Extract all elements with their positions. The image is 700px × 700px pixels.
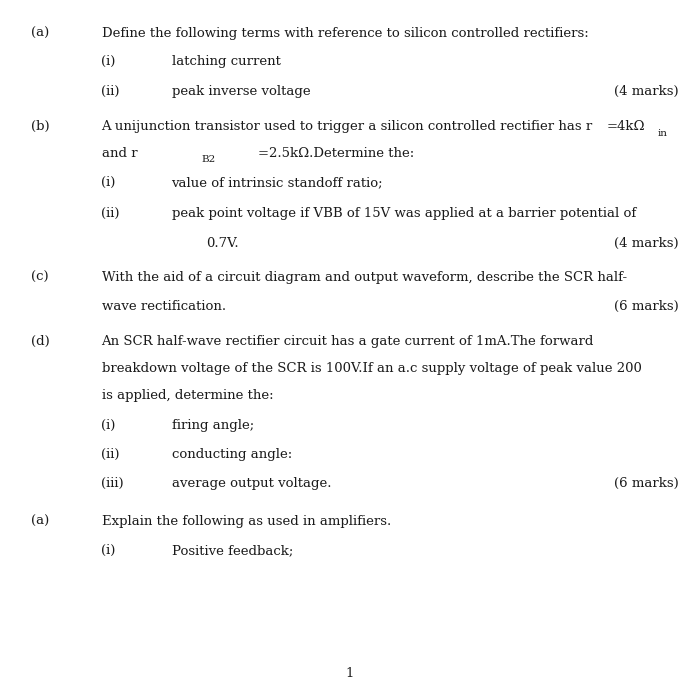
Text: 0.7V.: 0.7V. bbox=[206, 237, 239, 250]
Text: (ii): (ii) bbox=[102, 448, 120, 461]
Text: peak point voltage if VBB of 15V was applied at a barrier potential of: peak point voltage if VBB of 15V was app… bbox=[172, 207, 636, 220]
Text: and r: and r bbox=[102, 147, 137, 160]
Text: is applied, determine the:: is applied, determine the: bbox=[102, 389, 273, 402]
Text: (i): (i) bbox=[102, 55, 116, 68]
Text: Explain the following as used in amplifiers.: Explain the following as used in amplifi… bbox=[102, 514, 391, 528]
Text: average output voltage.: average output voltage. bbox=[172, 477, 331, 491]
Text: (iii): (iii) bbox=[102, 477, 124, 491]
Text: B2: B2 bbox=[202, 155, 216, 164]
Text: An SCR half-wave rectifier circuit has a gate current of 1mA.The forward: An SCR half-wave rectifier circuit has a… bbox=[102, 335, 594, 348]
Text: (ii): (ii) bbox=[102, 85, 120, 99]
Text: 1: 1 bbox=[346, 667, 354, 680]
Text: (c): (c) bbox=[32, 271, 49, 284]
Text: (a): (a) bbox=[32, 514, 50, 528]
Text: (i): (i) bbox=[102, 419, 116, 432]
Text: (i): (i) bbox=[102, 544, 116, 557]
Text: (b): (b) bbox=[32, 120, 50, 134]
Text: =4kΩ: =4kΩ bbox=[607, 120, 645, 134]
Text: A unijunction transistor used to trigger a silicon controlled rectifier has r: A unijunction transistor used to trigger… bbox=[102, 120, 593, 134]
Text: (i): (i) bbox=[102, 176, 116, 190]
Text: value of intrinsic standoff ratio;: value of intrinsic standoff ratio; bbox=[172, 176, 383, 190]
Text: (6 marks): (6 marks) bbox=[615, 477, 679, 491]
Text: (6 marks): (6 marks) bbox=[615, 300, 679, 313]
Text: (a): (a) bbox=[32, 27, 50, 40]
Text: (4 marks): (4 marks) bbox=[615, 85, 679, 99]
Text: =2.5kΩ.Determine the:: =2.5kΩ.Determine the: bbox=[258, 147, 414, 160]
Text: peak inverse voltage: peak inverse voltage bbox=[172, 85, 310, 99]
Text: (d): (d) bbox=[32, 335, 50, 348]
Text: conducting angle:: conducting angle: bbox=[172, 448, 292, 461]
Text: (ii): (ii) bbox=[102, 207, 120, 220]
Text: Define the following terms with reference to silicon controlled rectifiers:: Define the following terms with referenc… bbox=[102, 27, 588, 40]
Text: latching current: latching current bbox=[172, 55, 281, 68]
Text: (4 marks): (4 marks) bbox=[615, 237, 679, 250]
Text: With the aid of a circuit diagram and output waveform, describe the SCR half-: With the aid of a circuit diagram and ou… bbox=[102, 271, 626, 284]
Text: in: in bbox=[657, 129, 667, 138]
Text: Positive feedback;: Positive feedback; bbox=[172, 544, 293, 557]
Text: wave rectification.: wave rectification. bbox=[102, 300, 225, 313]
Text: firing angle;: firing angle; bbox=[172, 419, 253, 432]
Text: breakdown voltage of the SCR is 100V.If an a.c supply voltage of peak value 200: breakdown voltage of the SCR is 100V.If … bbox=[102, 362, 641, 375]
